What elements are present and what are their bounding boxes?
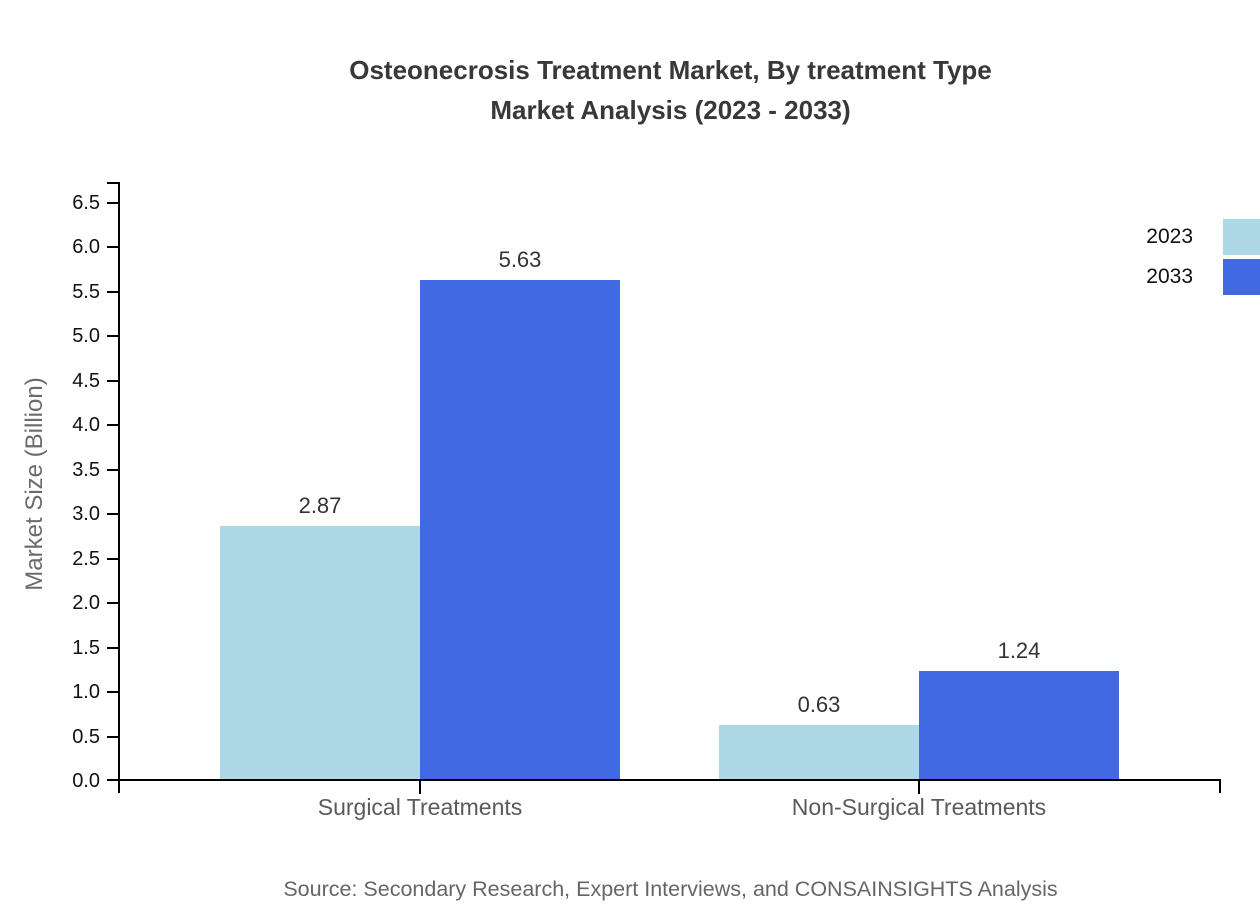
y-tick bbox=[107, 602, 120, 605]
y-tick bbox=[107, 735, 120, 738]
chart-title-line2: Market Analysis (2023 - 2033) bbox=[490, 95, 851, 125]
y-tick-label: 4.0 bbox=[72, 414, 100, 437]
legend-label: 2033 bbox=[1146, 265, 1193, 288]
y-tick-label: 5.0 bbox=[72, 325, 100, 348]
y-tick-label: 3.5 bbox=[72, 458, 100, 481]
y-tick-label: 1.5 bbox=[72, 636, 100, 659]
y-tick bbox=[107, 335, 120, 338]
x-tick bbox=[419, 781, 421, 794]
y-tick bbox=[107, 646, 120, 649]
y-tick bbox=[107, 468, 120, 471]
source-note: Source: Secondary Research, Expert Inter… bbox=[283, 877, 1058, 901]
legend-row-2023: 2023 bbox=[1146, 219, 1260, 255]
x-tick bbox=[918, 781, 920, 794]
y-tick bbox=[107, 246, 120, 249]
x-axis-right-cap bbox=[1219, 779, 1221, 793]
x-category-label: Non-Surgical Treatments bbox=[791, 794, 1047, 820]
bar-value-2023-non-surgical-treatments: 0.63 bbox=[797, 691, 841, 717]
bar-2033-non-surgical-treatments bbox=[919, 670, 1119, 781]
legend-swatch bbox=[1223, 219, 1260, 255]
y-tick bbox=[107, 379, 120, 382]
y-tick-label: 0.5 bbox=[72, 725, 100, 748]
bar-value-2033-surgical-treatments: 5.63 bbox=[498, 247, 542, 273]
chart-title-line1: Osteonecrosis Treatment Market, By treat… bbox=[349, 55, 992, 85]
legend-swatch bbox=[1223, 259, 1260, 295]
y-tick-label: 1.0 bbox=[72, 681, 100, 704]
bar-value-2023-surgical-treatments: 2.87 bbox=[298, 492, 342, 518]
x-category-label: Surgical Treatments bbox=[317, 794, 523, 820]
y-tick-label: 3.0 bbox=[72, 503, 100, 526]
y-tick bbox=[107, 424, 120, 427]
y-tick bbox=[107, 202, 120, 204]
y-tick bbox=[107, 290, 120, 293]
legend-row-2033: 2033 bbox=[1146, 259, 1260, 295]
y-tick-label: 5.5 bbox=[72, 280, 100, 303]
y-axis-top-cap bbox=[107, 182, 120, 184]
x-axis-line bbox=[107, 779, 1221, 781]
y-tick-label: 0.0 bbox=[72, 770, 100, 792]
y-tick-label: 4.5 bbox=[72, 369, 100, 392]
y-tick-label: 6.0 bbox=[72, 236, 100, 259]
y-tick-label: 2.5 bbox=[72, 547, 100, 570]
y-tick bbox=[107, 691, 120, 694]
y-tick bbox=[107, 557, 120, 560]
y-axis-spine bbox=[118, 182, 120, 793]
legend: 2023 2033 bbox=[1146, 219, 1260, 295]
chart-title: Osteonecrosis Treatment Market, By treat… bbox=[120, 50, 1221, 130]
bar-2033-surgical-treatments bbox=[420, 280, 620, 781]
y-tick bbox=[107, 513, 120, 516]
y-tick-label: 6.5 bbox=[72, 192, 100, 214]
bar-2023-surgical-treatments bbox=[220, 525, 420, 781]
bar-2023-non-surgical-treatments bbox=[719, 724, 919, 781]
bar-value-2033-non-surgical-treatments: 1.24 bbox=[997, 637, 1041, 663]
y-tick-label: 2.0 bbox=[72, 592, 100, 615]
legend-label: 2023 bbox=[1146, 225, 1193, 248]
